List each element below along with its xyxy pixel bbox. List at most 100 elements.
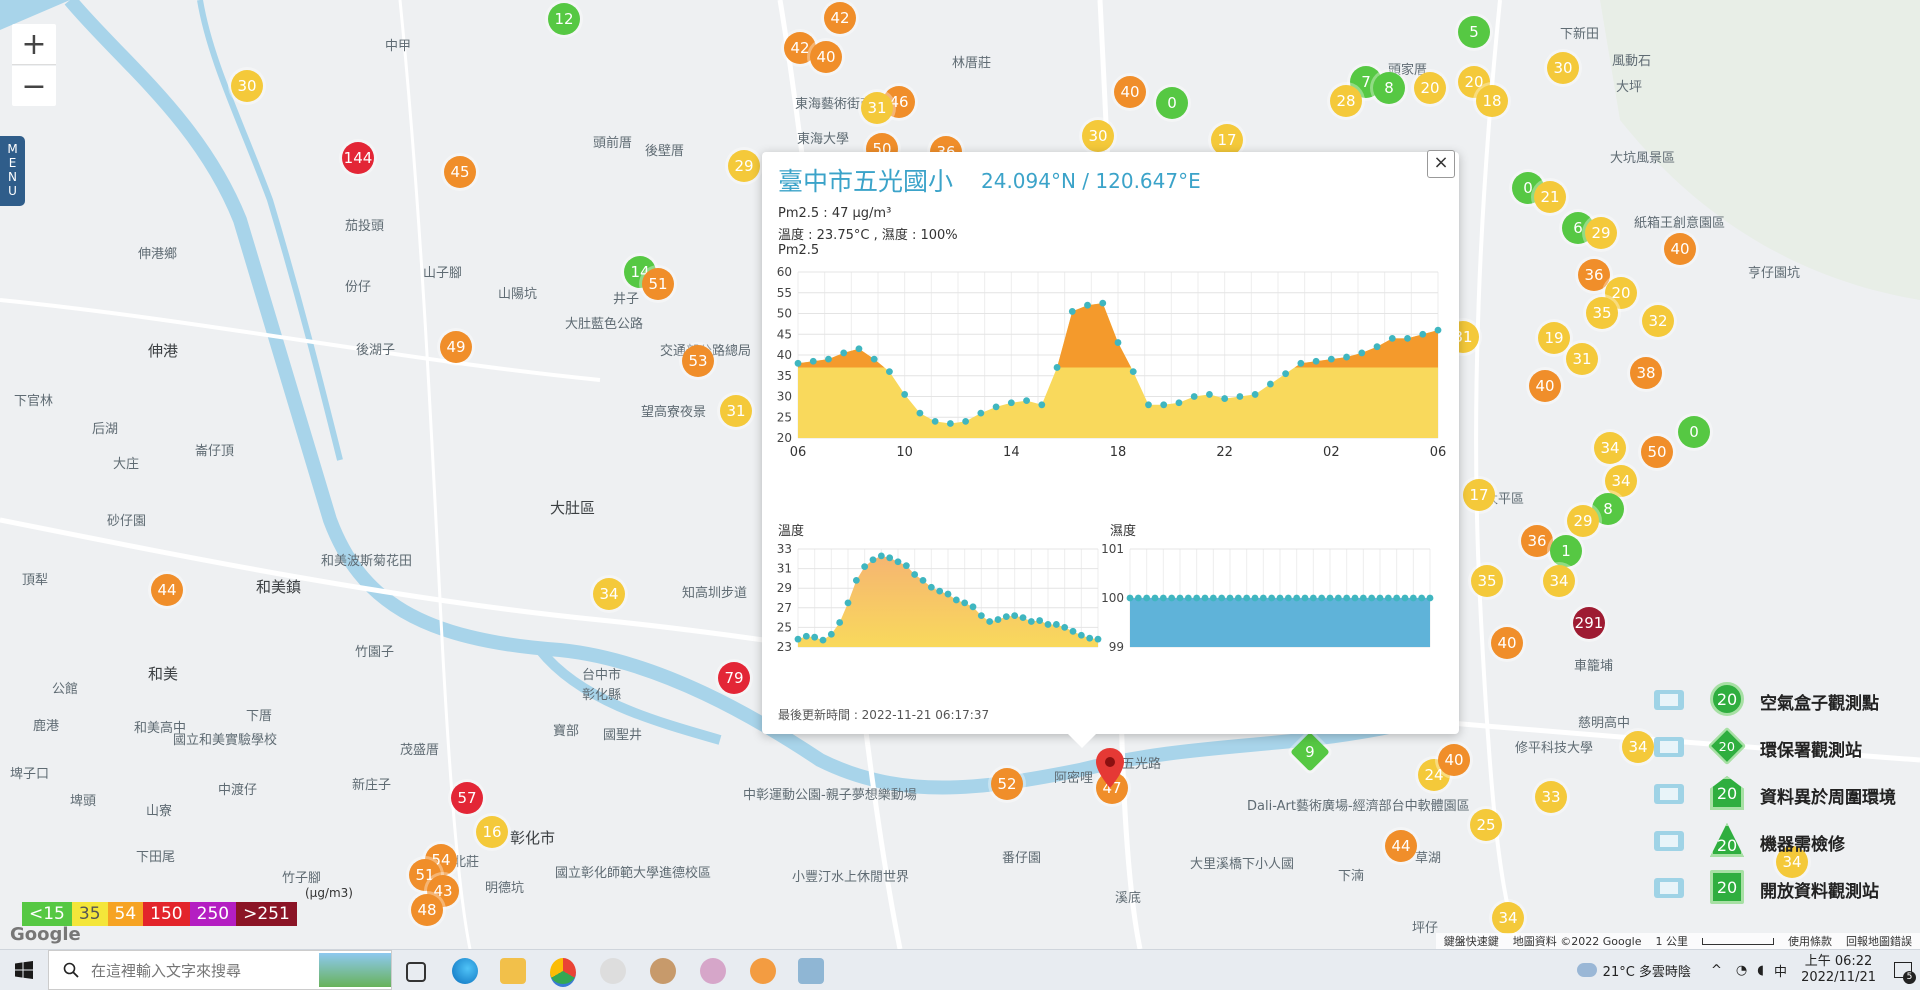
sensor-marker[interactable]: 16	[476, 816, 508, 848]
station-type-badge: 20	[1710, 776, 1744, 810]
data-point	[1284, 594, 1292, 602]
tray-chevron-icon[interactable]: ^	[1710, 962, 1722, 978]
sensor-marker[interactable]: 8	[1373, 72, 1405, 104]
sensor-marker[interactable]: 40	[1491, 627, 1523, 659]
sensor-marker[interactable]: 50	[1641, 436, 1673, 468]
taskbar-search-input[interactable]	[89, 959, 343, 983]
sensor-marker[interactable]: 17	[1211, 124, 1243, 156]
sensor-marker[interactable]: 51	[642, 268, 674, 300]
app-icon-1[interactable]	[600, 958, 626, 984]
report-error-link[interactable]: 回報地圖錯誤	[1846, 935, 1912, 948]
network-icon[interactable]: ◔	[1735, 962, 1748, 978]
sensor-marker[interactable]: 34	[1594, 432, 1626, 464]
edge-icon[interactable]	[452, 958, 478, 984]
sensor-marker[interactable]: 40	[1529, 370, 1561, 402]
sensor-marker[interactable]: 17	[1463, 479, 1495, 511]
data-point	[1036, 617, 1044, 624]
system-tray: 21°C 多雲時陰 ^ ◔ ◖ 中 上午 06:22 2022/11/21 5	[1576, 950, 1920, 990]
app-icon-4[interactable]	[750, 958, 776, 984]
sensor-marker[interactable]: 44	[1385, 830, 1417, 862]
sensor-marker[interactable]: 35	[1471, 565, 1503, 597]
sensor-marker[interactable]: 40	[1114, 76, 1146, 108]
sensor-marker[interactable]: 38	[1630, 357, 1662, 389]
sensor-marker[interactable]: 40	[810, 41, 842, 73]
menu-toggle-button[interactable]: MENU	[0, 136, 25, 206]
sensor-marker[interactable]: 30	[1547, 52, 1579, 84]
sensor-marker[interactable]: 44	[151, 574, 183, 606]
sensor-marker[interactable]: 40	[1438, 744, 1470, 776]
popup-close-button[interactable]: ×	[1427, 150, 1455, 178]
clock[interactable]: 上午 06:22 2022/11/21	[1801, 954, 1876, 986]
sensor-marker-value: 50	[1647, 443, 1667, 461]
map-canvas[interactable]: 伸港鄉 伸港 和美鎮 和美 大肚區 彰化市 頭前厝 後壁厝 林厝莊 東海藝術街商圈 東海大學 大肚藍色…	[0, 0, 1920, 949]
weather-text[interactable]: 21°C 多雲時陰	[1602, 964, 1691, 980]
sensor-marker[interactable]: 42	[824, 2, 856, 34]
sensor-marker[interactable]: 57	[451, 782, 483, 814]
sensor-marker-value: 8	[1384, 79, 1394, 97]
keyboard-shortcuts-link[interactable]: 鍵盤快速鍵	[1443, 935, 1499, 948]
sensor-marker[interactable]: 31	[720, 395, 752, 427]
sensor-marker[interactable]: 29	[1585, 217, 1617, 249]
sensor-marker-value: 20	[1420, 79, 1440, 97]
sensor-marker[interactable]: 20	[1414, 72, 1446, 104]
sensor-marker[interactable]: 36	[1521, 525, 1553, 557]
sensor-marker[interactable]: 0	[1678, 416, 1710, 448]
sensor-marker[interactable]: 49	[440, 331, 472, 363]
app-icon-5[interactable]	[798, 958, 824, 984]
data-point	[1334, 594, 1342, 602]
ime-indicator[interactable]: 中	[1774, 964, 1788, 980]
sensor-marker[interactable]: 48	[411, 894, 443, 926]
sensor-marker[interactable]: 0	[1156, 87, 1188, 119]
sensor-marker[interactable]: 291	[1573, 607, 1605, 639]
data-point	[986, 618, 994, 625]
start-button[interactable]	[0, 950, 48, 990]
sensor-marker[interactable]: 36	[1578, 259, 1610, 291]
sensor-marker[interactable]: 19	[1538, 322, 1570, 354]
sensor-marker[interactable]: 34	[1605, 465, 1637, 497]
sensor-marker[interactable]: 12	[548, 3, 580, 35]
sensor-marker[interactable]: 30	[231, 70, 263, 102]
volume-icon[interactable]: ◖	[1757, 962, 1765, 978]
sensor-marker[interactable]: 1	[1550, 535, 1582, 567]
sensor-marker[interactable]: 32	[1642, 305, 1674, 337]
sensor-marker[interactable]: 31	[1566, 343, 1598, 375]
sensor-marker[interactable]: 5	[1458, 16, 1490, 48]
sensor-marker[interactable]: 53	[682, 345, 714, 377]
sensor-marker[interactable]: 34	[593, 578, 625, 610]
sensor-marker[interactable]: 144	[342, 142, 374, 174]
sensor-marker[interactable]: 34	[1622, 731, 1654, 763]
sensor-marker[interactable]: 29	[728, 150, 760, 182]
sensor-marker[interactable]: 52	[991, 768, 1023, 800]
app-icon-3[interactable]	[700, 958, 726, 984]
sensor-marker[interactable]: 18	[1476, 85, 1508, 117]
sensor-marker[interactable]: 28	[1330, 85, 1362, 117]
sensor-marker[interactable]: 34	[1543, 565, 1575, 597]
sensor-marker[interactable]: 35	[1586, 297, 1618, 329]
task-view-icon[interactable]	[406, 962, 426, 982]
station-coordinates: 24.094°N / 120.647°E	[981, 169, 1201, 193]
sensor-marker[interactable]: 34	[1492, 902, 1524, 934]
data-point	[1388, 335, 1396, 342]
sensor-marker[interactable]: 29	[1567, 505, 1599, 537]
taskbar-search[interactable]	[48, 950, 392, 990]
file-explorer-icon[interactable]	[500, 958, 526, 984]
sensor-marker[interactable]: 30	[1082, 120, 1114, 152]
zoom-out-button[interactable]: −	[12, 66, 56, 106]
sensor-marker[interactable]: 33	[1535, 781, 1567, 813]
sensor-marker[interactable]: 25	[1470, 809, 1502, 841]
sensor-marker[interactable]: 47	[1096, 772, 1128, 804]
notification-button[interactable]: 5	[1886, 950, 1920, 990]
sensor-marker[interactable]: 40	[1664, 233, 1696, 265]
selected-location-pin-icon[interactable]	[1096, 748, 1124, 788]
sensor-marker[interactable]: 45	[444, 156, 476, 188]
zoom-in-button[interactable]: +	[12, 24, 56, 65]
terms-link[interactable]: 使用條款	[1788, 935, 1832, 948]
data-point	[1094, 635, 1102, 643]
sensor-marker[interactable]: 79	[718, 662, 750, 694]
sensor-marker[interactable]: 21	[1534, 181, 1566, 213]
sensor-marker[interactable]: 31	[861, 92, 893, 124]
app-icon-2[interactable]	[650, 958, 676, 984]
sensor-marker[interactable]: 34	[1776, 846, 1808, 878]
data-point	[944, 590, 952, 598]
chrome-icon[interactable]	[550, 958, 576, 987]
